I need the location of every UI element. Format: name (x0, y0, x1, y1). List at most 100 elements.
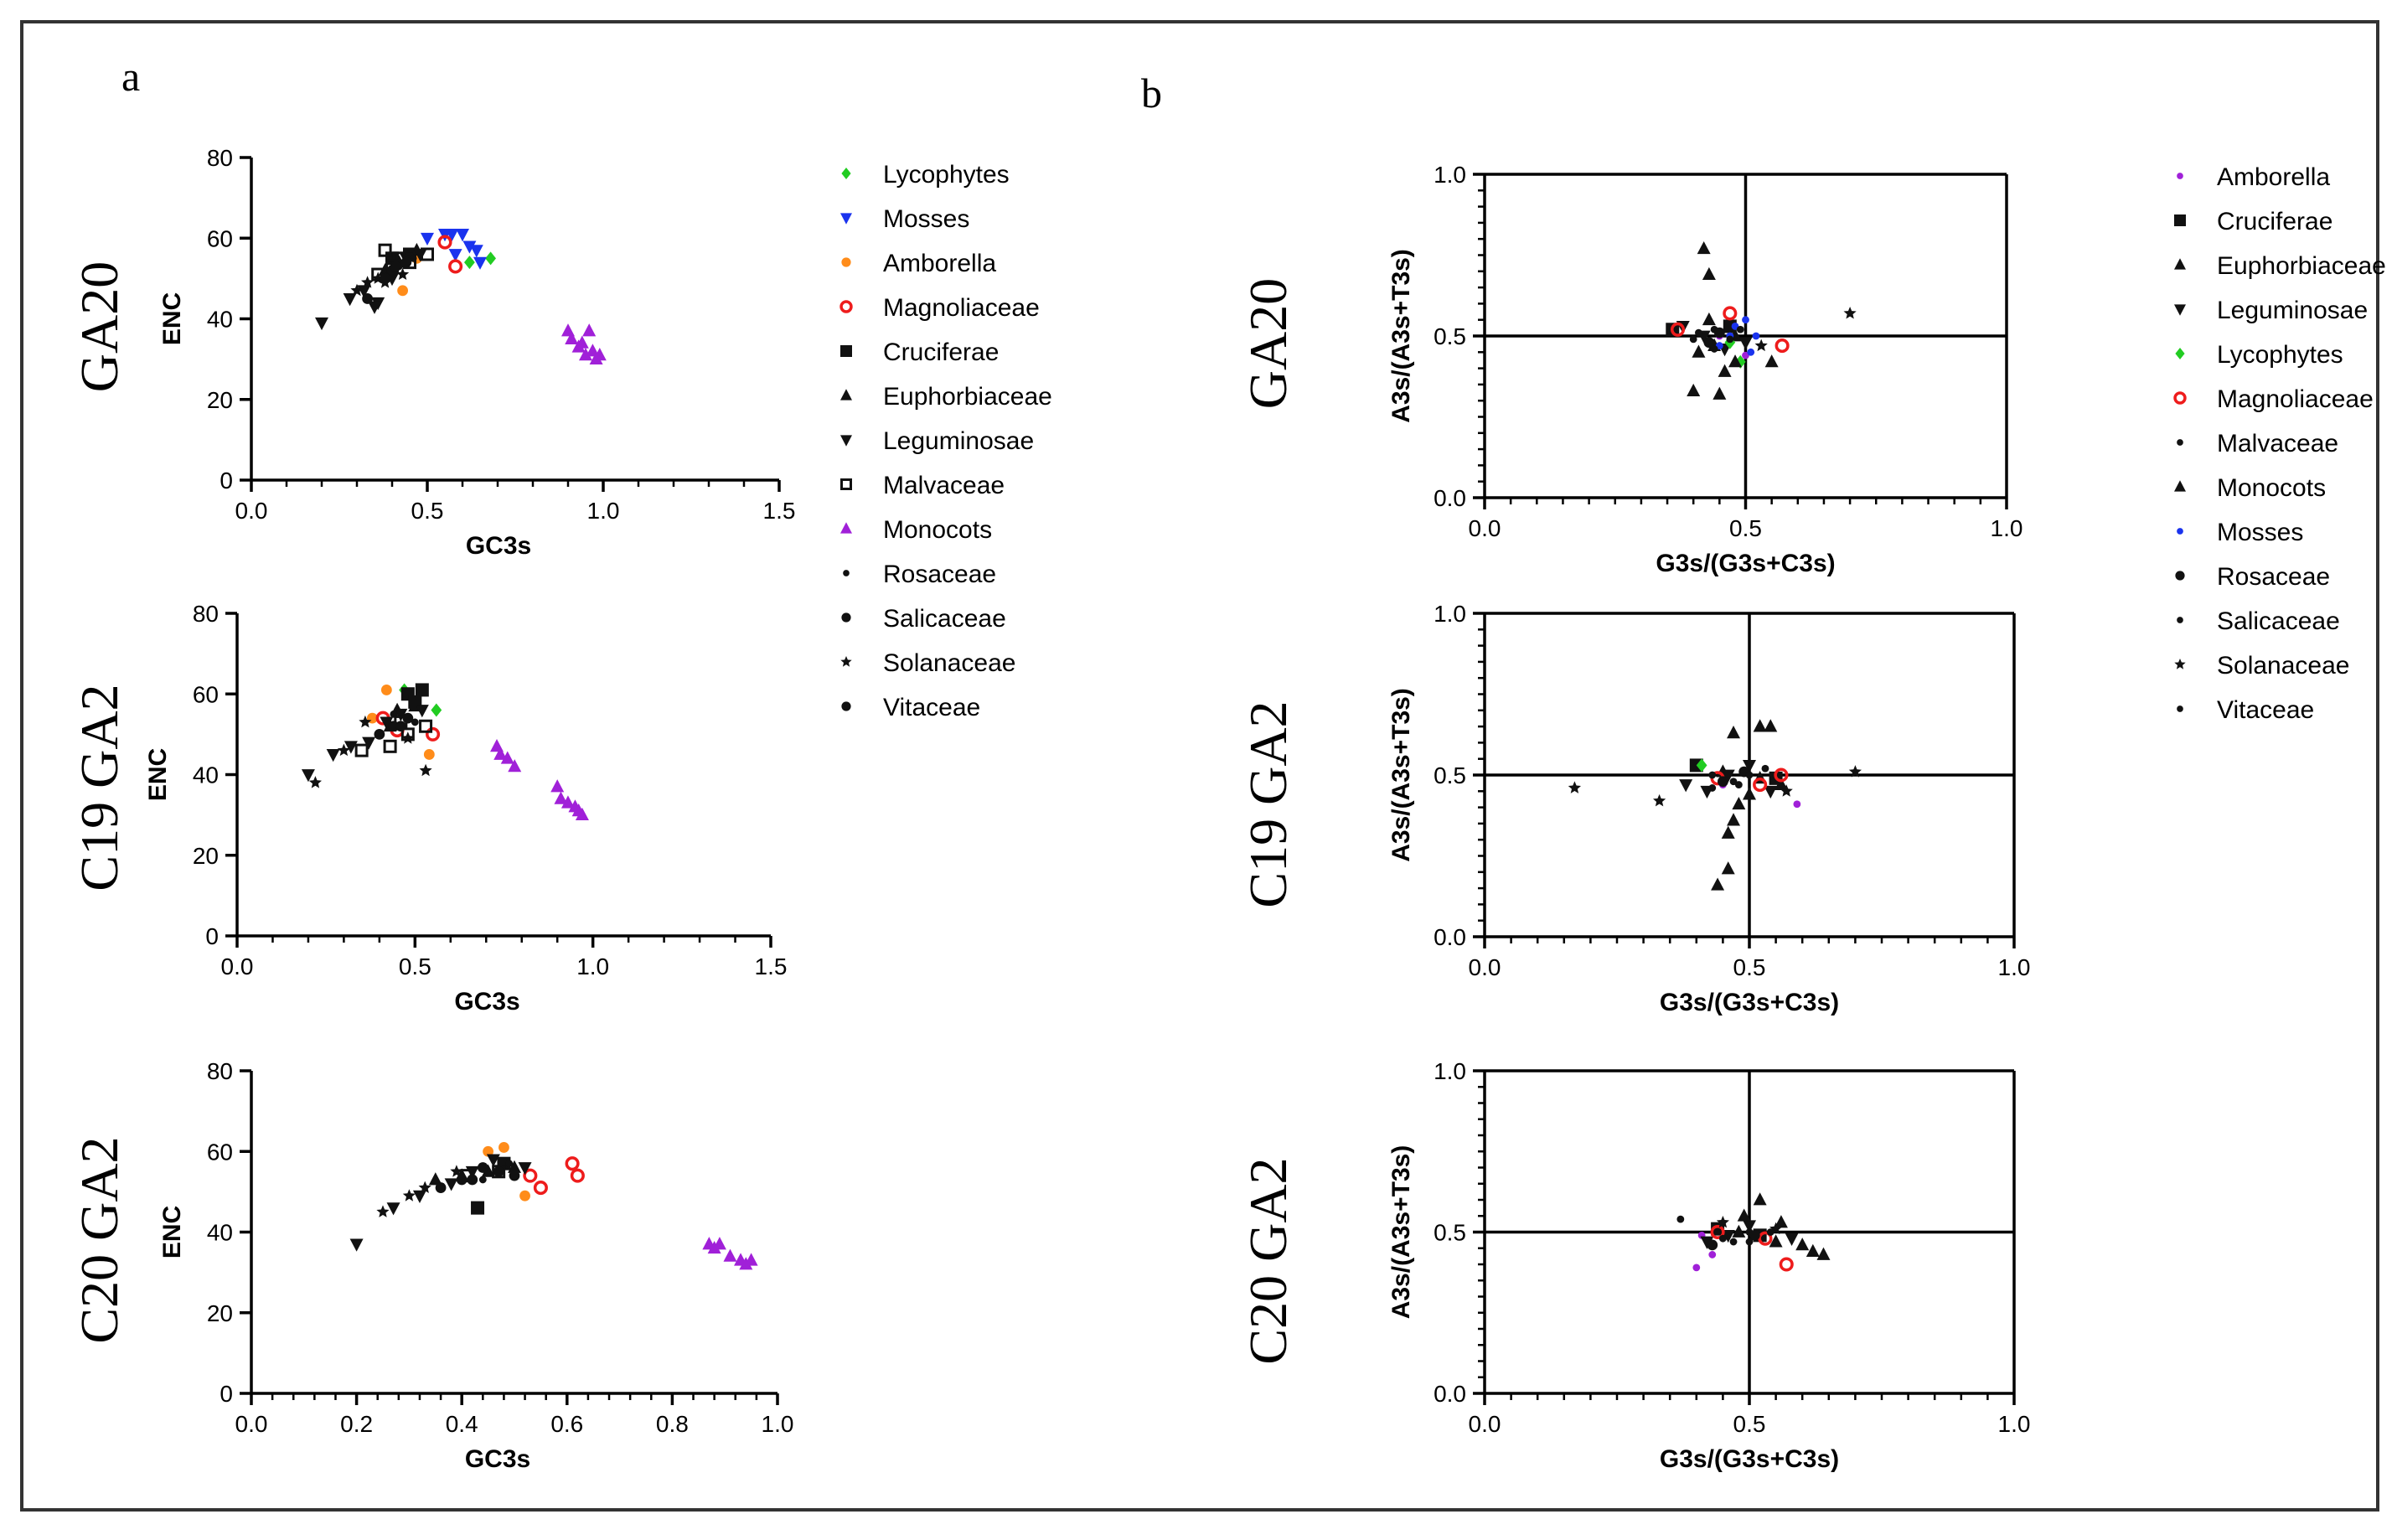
point-amborella (1793, 800, 1801, 809)
point-solanaceae (359, 715, 372, 728)
chart-a1: 0.0 0.5 1.0 1.5 0 20 40 60 80 GC3s ENC (158, 145, 795, 560)
point-mosses (421, 232, 434, 246)
point-solanaceae (1754, 338, 1768, 352)
point-euphorbiaceae (1805, 1243, 1820, 1257)
point-euphorbiaceae (1774, 777, 1788, 790)
y-tick-label: 20 (207, 1300, 233, 1326)
legend-label: Leguminosae (2217, 297, 2368, 324)
point-leguminosae (349, 1238, 364, 1252)
point-vitaceae (1745, 1238, 1754, 1246)
legend-item-salicaceae: Salicaceae (841, 605, 1006, 633)
point-solanaceae (308, 776, 322, 788)
x-tick-label: 0.8 (656, 1411, 689, 1437)
point-salicaceae (467, 1174, 478, 1186)
y-tick-label: 0.5 (1434, 323, 1466, 349)
x-tick-label: 0.5 (411, 498, 444, 524)
point-magnoliaceae (565, 1156, 580, 1171)
legend-item-salicaceae: Salicaceae (2177, 607, 2340, 635)
legend-item-malvaceae: Malvaceae (840, 472, 1005, 499)
point-monocots (561, 795, 575, 809)
legend-item-solanaceae: Solanaceae (840, 649, 1015, 677)
legend-item-vitaceae: Vitaceae (2177, 696, 2314, 724)
point-monocots (712, 1237, 726, 1250)
y-tick-label: 20 (207, 387, 233, 413)
legend-marker-lycophytes (2175, 348, 2185, 359)
x-tick-label: 0.4 (446, 1411, 478, 1437)
point-salicaceae (402, 712, 414, 724)
legend-label: Cruciferae (2217, 208, 2332, 235)
legend-marker-mosses (840, 213, 852, 225)
point-rosaceae (478, 1176, 487, 1184)
point-leguminosae (315, 317, 328, 331)
point-malvaceae (383, 739, 397, 753)
x-tick-label: 0.0 (221, 953, 254, 979)
point-leguminosae (1700, 1236, 1714, 1249)
y-tick-label: 60 (207, 225, 233, 251)
legend-label: Amborella (883, 250, 996, 277)
legend-marker-malvaceae (840, 478, 852, 490)
point-monocots (550, 779, 565, 793)
y-tick-label: 0 (205, 923, 219, 949)
legend-marker-leguminosae (2174, 304, 2186, 316)
point-leguminosae (1764, 785, 1778, 799)
point-monocots (579, 348, 592, 361)
y-tick-label: 1.0 (1434, 1058, 1466, 1084)
y-tick-label: 40 (207, 1220, 233, 1246)
point-magnoliaceae (1723, 306, 1738, 321)
point-magnoliaceae (1670, 322, 1686, 337)
point-lycophytes (485, 251, 496, 266)
point-vitaceae (1766, 1228, 1775, 1236)
chart-a3: 0.0 0.2 0.4 0.6 0.8 1.0 0 20 40 60 80 GC3s ENC (158, 1058, 793, 1473)
panel-label-b: b (1141, 70, 1162, 116)
x-tick-label: 0.0 (1469, 1411, 1501, 1437)
legend-label: Monocots (883, 516, 992, 544)
point-monocots (493, 747, 508, 760)
row-label-b3: C20 GA2 (1238, 1157, 1298, 1364)
point-euphorbiaceae (1702, 312, 1716, 326)
legend-label: Euphorbiaceae (883, 383, 1052, 411)
point-vitaceae (395, 721, 406, 732)
legend-item-lycophytes: Lycophytes (2175, 341, 2343, 369)
point-rosaceae (1749, 1229, 1760, 1241)
point-mosses (1747, 348, 1755, 356)
point-monocots (1774, 1215, 1788, 1228)
point-magnoliaceae (1710, 1224, 1725, 1240)
point-amborella (519, 1190, 530, 1202)
point-leguminosae (1743, 1220, 1756, 1233)
point-leguminosae (368, 301, 381, 314)
point-cruciferae (1723, 319, 1737, 333)
point-leguminosae (1721, 769, 1735, 783)
y-axis-title: A3s/(A3s+T3s) (1387, 249, 1415, 423)
point-monocots (744, 1253, 758, 1266)
y-tick-label: 0.0 (1434, 1381, 1466, 1407)
legends-layer: Lycophytes Mosses Amborella Magnoliaceae Cru… (839, 161, 2386, 724)
point-salicaceae (400, 256, 412, 268)
point-malvaceae (421, 247, 434, 261)
x-tick-label: 0.5 (1729, 515, 1762, 541)
y-tick-label: 0.0 (1434, 924, 1466, 950)
point-solanaceae (450, 1165, 463, 1177)
point-monocots (1743, 787, 1756, 800)
point-solanaceae (418, 1181, 431, 1193)
point-rosaceae (1718, 776, 1728, 788)
point-monocots (1721, 861, 1735, 875)
row-label-a1: GA20 (70, 261, 129, 392)
point-leguminosae (1721, 1229, 1735, 1243)
point-monocots (1732, 796, 1746, 810)
data-points (1568, 719, 1862, 891)
legend-label: Amborella (2217, 163, 2330, 191)
chart-b2: 0.0 0.5 1.0 0.0 0.5 1.0 G3s/(G3s+C3s) A3s/(A3s+… (1387, 601, 2030, 1016)
point-leguminosae (1743, 760, 1756, 773)
point-solanaceae (401, 731, 415, 744)
x-tick-label: 0.5 (1733, 954, 1766, 980)
legend-label: Mosses (883, 205, 969, 233)
point-magnoliaceae (533, 1181, 548, 1196)
point-amborella (1708, 1251, 1717, 1258)
point-leguminosae (413, 249, 427, 262)
point-leguminosae (301, 769, 315, 783)
point-monocots (1728, 354, 1743, 368)
y-axis-title: ENC (158, 292, 186, 345)
point-cruciferae (471, 1201, 485, 1215)
chart-b1: 0.0 0.5 1.0 0.0 0.5 1.0 G3s/(G3s+C3s) A3s/(A3s+… (1387, 162, 2022, 577)
y-tick-label: 20 (193, 843, 219, 869)
